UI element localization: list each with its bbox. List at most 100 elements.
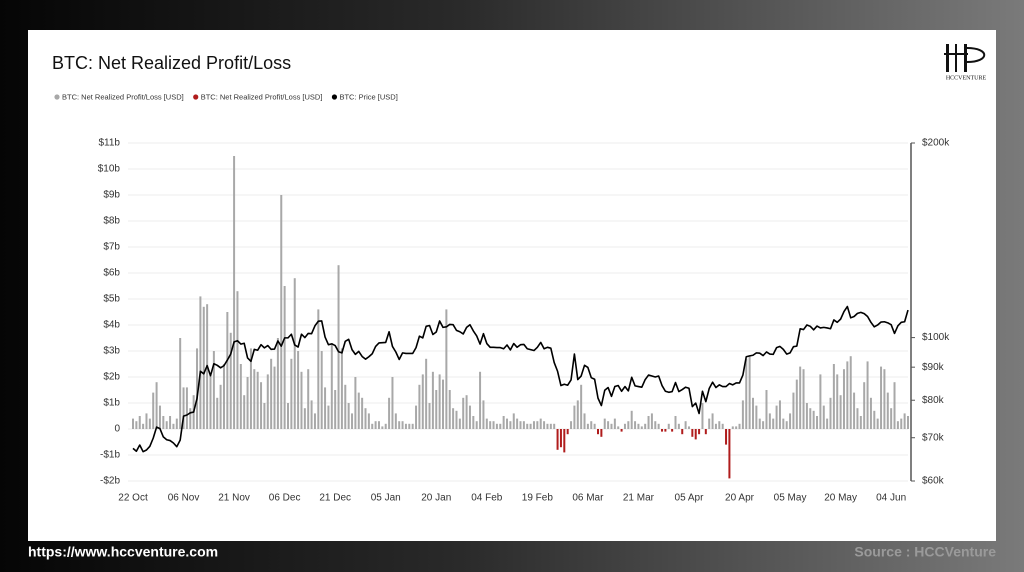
bar — [243, 395, 246, 429]
bar — [755, 405, 758, 429]
bar — [428, 403, 431, 429]
bar — [209, 374, 212, 429]
chart-title: BTC: Net Realized Profit/Loss — [52, 53, 291, 73]
bar — [479, 371, 482, 429]
bar — [805, 403, 808, 429]
bar — [222, 364, 225, 429]
bar — [199, 296, 202, 429]
bar — [866, 361, 869, 429]
y-tick-label: $6b — [103, 268, 120, 279]
bar — [499, 423, 502, 429]
x-tick-label: 04 Feb — [471, 493, 503, 504]
bar — [748, 356, 751, 429]
bar — [593, 423, 596, 429]
bar — [883, 369, 886, 429]
x-tick-label: 20 Jan — [421, 493, 451, 504]
bar — [233, 156, 236, 429]
bar — [590, 421, 593, 429]
y-tick-label: $10b — [98, 164, 121, 175]
y-tick-label: -$1b — [100, 450, 120, 461]
bar — [752, 397, 754, 429]
bar — [334, 390, 337, 429]
bar — [212, 351, 215, 429]
bar — [519, 421, 522, 429]
bar — [819, 374, 822, 429]
bar — [856, 408, 859, 429]
bar — [637, 423, 640, 429]
x-tick-label: 22 Oct — [118, 493, 148, 504]
bar — [421, 374, 424, 429]
bar — [340, 348, 343, 429]
bar — [324, 387, 327, 429]
y-tick-label: 0 — [114, 424, 120, 435]
y2-tick-label: $100k — [922, 332, 950, 343]
bar — [367, 413, 370, 429]
bar — [714, 423, 717, 429]
bar — [276, 338, 279, 429]
x-tick-label: 04 Jun — [876, 493, 906, 504]
bar — [896, 421, 899, 429]
bar — [347, 403, 350, 429]
y-tick-label: $3b — [103, 346, 120, 357]
bar — [782, 418, 785, 429]
bar — [438, 374, 441, 429]
bar — [664, 429, 667, 432]
bar — [768, 413, 771, 429]
legend-swatch — [331, 94, 338, 100]
x-tick-label: 20 Apr — [725, 493, 755, 504]
footer-url: https://www.hccventure.com — [28, 544, 218, 560]
bar — [458, 418, 461, 429]
y-tick-label: $2b — [103, 372, 120, 383]
bar — [354, 377, 357, 429]
x-tick-label: 06 Nov — [168, 493, 200, 504]
legend-label: BTC: Net Realized Profit/Loss [USD] — [62, 92, 184, 101]
bar — [563, 429, 566, 453]
bar — [826, 418, 829, 429]
bar — [731, 426, 734, 429]
bar — [907, 416, 909, 429]
bar — [792, 392, 795, 429]
x-tick-label: 06 Dec — [269, 493, 301, 504]
bar — [600, 429, 603, 437]
bar — [320, 351, 323, 429]
price-line — [132, 305, 909, 453]
bar — [273, 366, 276, 429]
bar — [280, 195, 283, 429]
bar — [492, 421, 495, 429]
bar — [266, 374, 269, 429]
bar — [260, 382, 263, 429]
bar — [765, 390, 768, 429]
legend-swatch — [193, 94, 199, 100]
bar — [337, 265, 340, 429]
bar — [842, 369, 845, 429]
bar — [900, 418, 903, 429]
bar — [654, 421, 657, 429]
bar — [880, 366, 883, 429]
bar — [202, 306, 205, 429]
bar — [249, 348, 252, 429]
bar — [829, 397, 832, 429]
bar — [738, 423, 741, 429]
y2-tick-label: $80k — [922, 395, 945, 406]
bar — [684, 421, 687, 429]
logo-glyph — [964, 44, 967, 72]
bar — [735, 426, 738, 429]
y2-tick-label: $60k — [922, 476, 945, 487]
bar — [839, 395, 842, 429]
bar — [283, 286, 286, 429]
bar — [364, 408, 367, 429]
legend-swatch — [54, 94, 60, 100]
bar — [532, 421, 535, 429]
bar — [704, 429, 707, 435]
bar — [543, 421, 546, 429]
bar — [661, 429, 664, 432]
bar — [809, 408, 812, 429]
y-tick-label: $8b — [103, 216, 120, 227]
bar — [435, 390, 438, 429]
bar — [580, 384, 583, 429]
bar — [522, 421, 525, 429]
bar — [549, 423, 552, 429]
bar — [623, 423, 626, 429]
bar — [132, 418, 134, 429]
bar — [893, 382, 896, 429]
